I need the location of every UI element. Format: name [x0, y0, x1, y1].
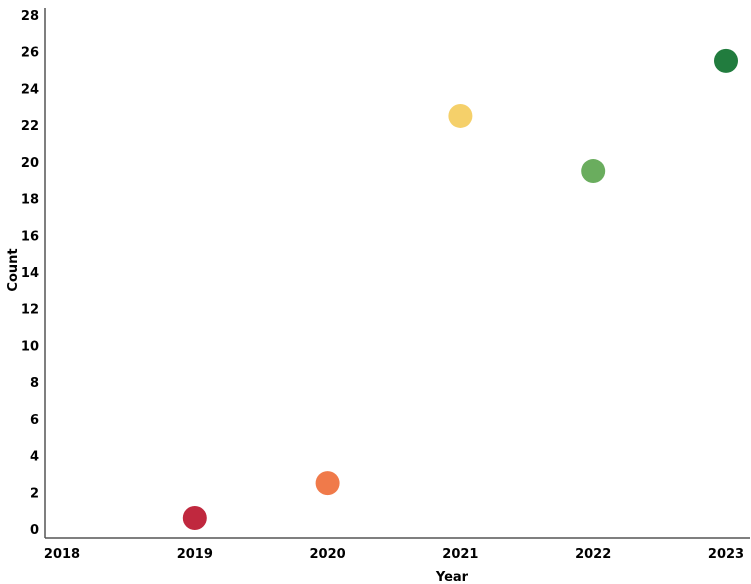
x-tick-label: 2022	[575, 547, 611, 562]
y-tick-label: 4	[30, 450, 39, 465]
y-tick-label: 0	[30, 523, 39, 538]
x-tick-label: 2021	[442, 547, 478, 562]
data-point	[714, 48, 738, 73]
y-tick-label: 16	[21, 229, 39, 244]
y-tick-label: 26	[21, 46, 39, 61]
y-tick-label: 18	[21, 193, 39, 208]
y-tick-label: 12	[21, 303, 39, 318]
x-tick-label: 2023	[708, 547, 744, 562]
y-axis-title: Count	[6, 248, 21, 291]
x-tick-label: 2020	[310, 547, 346, 562]
x-tick-label: 2019	[177, 547, 213, 562]
y-tick-label: 8	[30, 376, 39, 391]
data-point	[315, 471, 340, 496]
y-tick-label: 10	[21, 339, 39, 354]
data-point	[448, 103, 473, 128]
y-tick-label: 14	[21, 266, 39, 281]
x-tick-label: 2018	[44, 547, 80, 562]
y-tick-label: 20	[21, 156, 39, 171]
data-points	[182, 48, 738, 530]
x-tick-labels: 2018 2019 2020 2021 2022 2023	[44, 547, 744, 562]
y-tick-label: 6	[30, 413, 39, 428]
y-tick-label: 22	[21, 119, 39, 134]
y-tick-label: 28	[21, 9, 39, 24]
data-point	[182, 505, 207, 530]
x-axis-title: Year	[435, 570, 469, 584]
y-tick-label: 24	[21, 82, 39, 97]
data-point	[581, 159, 606, 184]
y-tick-label: 2	[30, 486, 39, 501]
